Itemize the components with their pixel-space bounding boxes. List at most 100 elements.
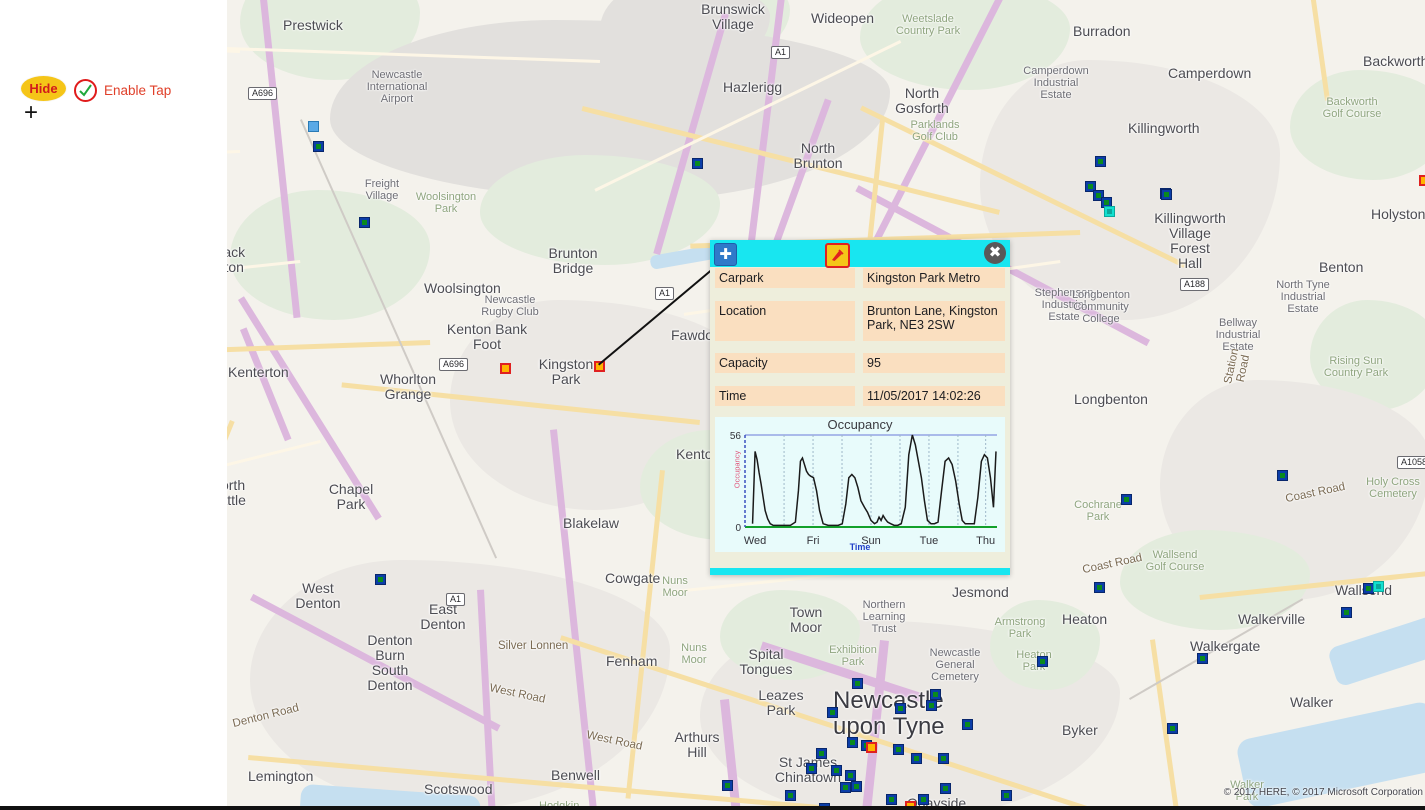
popup-row: Capacity 95: [710, 353, 1010, 373]
map-marker-std[interactable]: [1277, 470, 1288, 481]
map-marker-std[interactable]: [893, 744, 904, 755]
road-shield: A1: [771, 46, 791, 59]
map-marker-std[interactable]: [313, 141, 324, 152]
map-marker-amber[interactable]: [500, 363, 511, 374]
map-marker-std[interactable]: [940, 783, 951, 794]
road-shield: A188: [1180, 278, 1210, 291]
map-marker-std[interactable]: [785, 790, 796, 801]
occupancy-chart: Occupancy Occupancy 0 56 Wed Fri Sun Tue Thu T…: [715, 417, 1005, 552]
map-marker-std[interactable]: [1197, 653, 1208, 664]
map-water: [1326, 612, 1425, 688]
road-shield: A696: [248, 87, 278, 100]
svg-text:Sun: Sun: [861, 535, 881, 547]
map-marker-plane[interactable]: [308, 121, 319, 132]
map-marker-std[interactable]: [1121, 494, 1132, 505]
close-icon[interactable]: ✖: [984, 242, 1006, 264]
popup-row: Location Brunton Lane, Kingston Park, NE3…: [710, 301, 1010, 341]
map-marker-std[interactable]: [1167, 723, 1178, 734]
pin-icon[interactable]: ✚: [714, 243, 737, 266]
enable-tap-toggle[interactable]: Enable Tap: [74, 79, 171, 102]
road-shield: A696: [439, 358, 469, 371]
road-shield: A1: [655, 287, 675, 300]
map-marker-std[interactable]: [851, 781, 862, 792]
map-marker-std[interactable]: [895, 703, 906, 714]
map-label: Jesmond: [952, 584, 1009, 600]
map-label: Walker: [1290, 694, 1334, 710]
svg-text:56: 56: [730, 431, 742, 442]
chart-title: Occupancy: [827, 417, 893, 432]
map-marker-amber[interactable]: [905, 801, 916, 806]
map-marker-std[interactable]: [806, 763, 817, 774]
map-marker-std[interactable]: [1085, 181, 1096, 192]
svg-text:Wed: Wed: [744, 535, 766, 547]
map-marker-std[interactable]: [930, 689, 941, 700]
map-marker-std[interactable]: [962, 719, 973, 730]
map-marker-std[interactable]: [816, 748, 827, 759]
map-marker-std[interactable]: [886, 794, 897, 805]
map-marker-std[interactable]: [375, 574, 386, 585]
map-marker-std[interactable]: [1094, 582, 1105, 593]
map-marker-std[interactable]: [852, 678, 863, 689]
map-label: Woolsington Park: [415, 191, 477, 215]
map-label: Blakelaw: [563, 515, 620, 531]
map-marker-cyan[interactable]: [1104, 206, 1115, 217]
map-marker-std[interactable]: [1161, 189, 1172, 200]
popup-row-key: Capacity: [715, 353, 855, 373]
map-marker-amber[interactable]: [866, 742, 877, 753]
map-marker-std[interactable]: [938, 753, 949, 764]
map-marker-std[interactable]: [1001, 790, 1012, 801]
map-marker-std[interactable]: [1037, 656, 1048, 667]
map-marker-std[interactable]: [840, 782, 851, 793]
map-marker-std[interactable]: [918, 794, 929, 805]
carpark-info-popup[interactable]: ✚ ✖ Carpark Kingston Park Metro Location Br…: [710, 240, 1010, 575]
map-marker-std[interactable]: [1095, 156, 1106, 167]
svg-text:Fri: Fri: [807, 535, 820, 547]
map-marker-std[interactable]: [827, 707, 838, 718]
map-terrain-green: [990, 600, 1100, 690]
map-label: Nuns Moor: [662, 575, 688, 599]
chart-x-axis-label: Time: [849, 542, 871, 552]
map-label: Benton: [1319, 259, 1364, 275]
popup-row-key: Time: [715, 386, 855, 406]
map-marker-std[interactable]: [831, 765, 842, 776]
map-label: North Tyne Industrial Estate: [1276, 279, 1330, 315]
map-marker-std[interactable]: [359, 217, 370, 228]
chart-svg: 0 56 Wed Fri Sun Tue Thu: [730, 431, 997, 547]
map-marker-std[interactable]: [692, 158, 703, 169]
map-label: Cochrane Park: [1074, 499, 1122, 523]
edit-icon[interactable]: [825, 243, 850, 268]
map-marker-std[interactable]: [911, 753, 922, 764]
map-terrain-green: [480, 155, 720, 265]
map-marker-std[interactable]: [845, 770, 856, 781]
road-shield: A1058: [1397, 456, 1425, 469]
map-terrain-green: [1120, 530, 1310, 630]
enable-tap-checkbox-icon[interactable]: [74, 79, 97, 102]
map-marker-amber[interactable]: [1419, 175, 1425, 186]
popup-row-value: 11/05/2017 14:02:26: [863, 386, 1005, 406]
map-marker-std[interactable]: [1093, 190, 1104, 201]
add-layer-button[interactable]: +: [24, 99, 39, 126]
road-motorway: [238, 296, 382, 521]
map-marker-std[interactable]: [847, 737, 858, 748]
map-marker-std[interactable]: [819, 803, 830, 806]
map-label: Burradon: [1073, 23, 1131, 39]
map-label: Backworth: [1363, 53, 1425, 69]
popup-row-key: Location: [715, 301, 855, 341]
popup-row-value: Brunton Lane, Kingston Park, NE3 2SW: [863, 301, 1005, 341]
map-marker-cyan[interactable]: [1373, 581, 1384, 592]
layers-sidebar: [0, 0, 227, 806]
map-terrain-green: [1290, 70, 1425, 180]
popup-row: Carpark Kingston Park Metro: [710, 268, 1010, 288]
svg-text:Tue: Tue: [920, 535, 939, 547]
map-marker-std[interactable]: [926, 700, 937, 711]
popup-footer-bar: [710, 568, 1010, 575]
map-label: Bellway Industrial Estate: [1215, 317, 1261, 353]
map-marker-std[interactable]: [722, 780, 733, 791]
popup-row-value: 95: [863, 353, 1005, 373]
window-bottom-border: [0, 806, 1425, 810]
popup-titlebar: ✚ ✖: [710, 240, 1010, 268]
hide-button[interactable]: Hide: [21, 76, 66, 101]
svg-text:Thu: Thu: [976, 535, 995, 547]
svg-text:0: 0: [735, 523, 741, 534]
map-marker-std[interactable]: [1341, 607, 1352, 618]
